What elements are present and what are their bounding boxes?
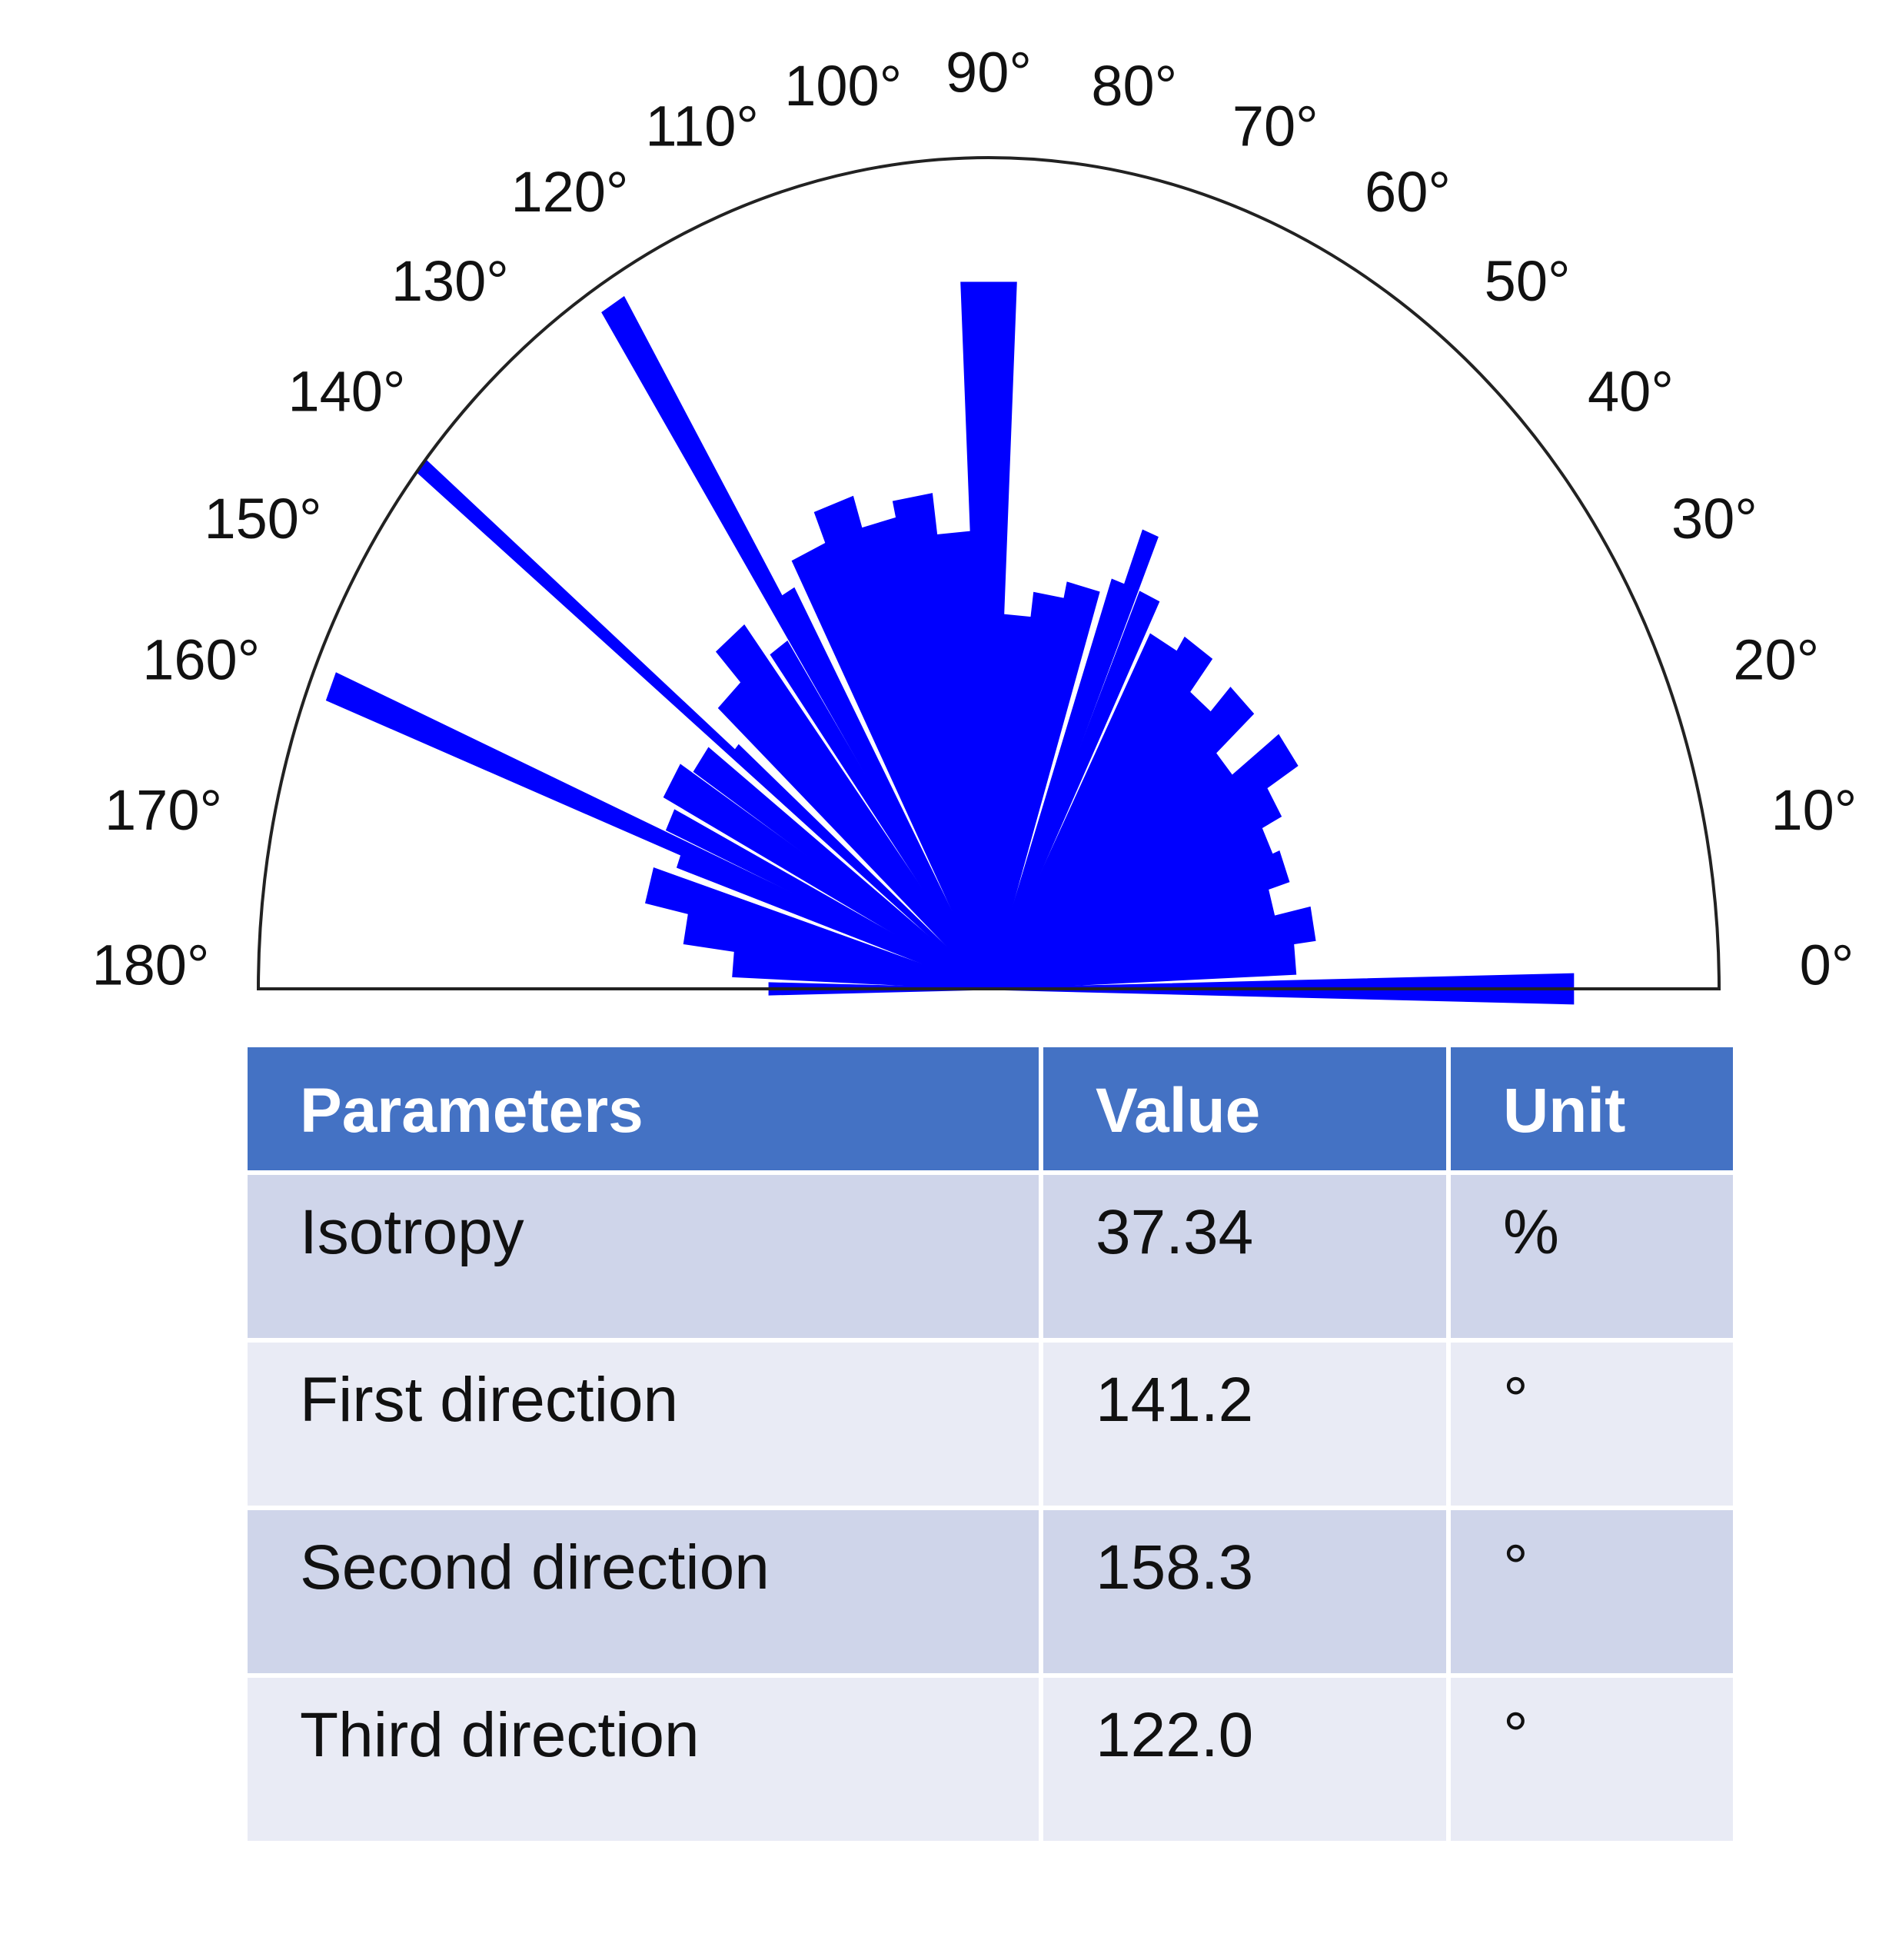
header-row: Parameters Value Unit bbox=[243, 1043, 1738, 1175]
rose-bar bbox=[717, 681, 990, 990]
table-cell: 122.0 bbox=[1039, 1673, 1451, 1845]
table-cell: First direction bbox=[243, 1338, 1043, 1510]
table-cell: Third direction bbox=[243, 1673, 1043, 1845]
angle-tick-label: 140° bbox=[288, 359, 405, 423]
chart: 0° 10° 20° 30° 40° 50° 60° 70° 80° 90° 100° 110° 120… bbox=[91, 41, 1857, 1005]
angle-tick-label: 90° bbox=[946, 41, 1032, 105]
table-cell: 141.2 bbox=[1039, 1338, 1451, 1510]
angle-tick-label: 40° bbox=[1588, 359, 1674, 423]
rose-bar bbox=[693, 747, 989, 990]
angle-tick-label: 80° bbox=[1091, 54, 1177, 118]
rose-bar bbox=[676, 853, 989, 990]
angle-tick-label: 160° bbox=[142, 627, 260, 691]
angle-tick-label: 0° bbox=[1800, 933, 1854, 997]
rose-bar bbox=[770, 641, 990, 990]
table-cell: % bbox=[1446, 1170, 1738, 1343]
angle-tick-label: 100° bbox=[784, 54, 902, 118]
rose-bar bbox=[601, 295, 990, 990]
rose-bar bbox=[987, 578, 1126, 990]
angle-tick-label: 130° bbox=[391, 249, 509, 313]
table-cell: Second direction bbox=[243, 1506, 1043, 1678]
table-row: Third direction 122.0 ° bbox=[243, 1673, 1738, 1845]
angle-tick-label: 170° bbox=[105, 778, 222, 842]
table-cell: ° bbox=[1446, 1506, 1738, 1678]
parameter-table: Parameters Value Unit Isotropy 37.34% Firs… bbox=[243, 1043, 1738, 1845]
header-cell: Unit bbox=[1446, 1043, 1738, 1175]
rose-bar bbox=[732, 949, 989, 990]
angle-tick-label: 150° bbox=[205, 487, 322, 551]
table-cell: 158.3 bbox=[1039, 1506, 1451, 1678]
angle-tick-label: 50° bbox=[1485, 249, 1571, 313]
rose-bar bbox=[663, 764, 989, 990]
rose-bar bbox=[325, 672, 989, 990]
angle-tick-label: 70° bbox=[1232, 95, 1319, 158]
rose-bar bbox=[665, 809, 989, 990]
angle-tick-label: 60° bbox=[1365, 160, 1451, 224]
rose-bar bbox=[987, 633, 1179, 990]
table-row: Second direction 158.3 ° bbox=[243, 1506, 1738, 1678]
header-cell: Parameters bbox=[243, 1043, 1043, 1175]
angle-tick-label: 110° bbox=[645, 95, 759, 158]
table-cell: ° bbox=[1446, 1338, 1738, 1510]
angle-tick-label: 10° bbox=[1771, 778, 1857, 842]
table-row: First direction 141.2 ° bbox=[243, 1338, 1738, 1510]
table-row: Isotropy 37.34% bbox=[243, 1170, 1738, 1343]
marks bbox=[325, 281, 1575, 1005]
header-cell: Value bbox=[1039, 1043, 1451, 1175]
table-cell: ° bbox=[1446, 1673, 1738, 1845]
angle-tick-label: 120° bbox=[510, 160, 628, 224]
polar-frame bbox=[256, 156, 1721, 990]
rose-bar bbox=[791, 541, 990, 990]
angle-tick-label: 180° bbox=[91, 933, 209, 997]
angle-tick-label: 20° bbox=[1733, 627, 1819, 691]
rose-bar bbox=[987, 591, 1160, 990]
angle-tick-label: 30° bbox=[1671, 487, 1758, 551]
table-cell: 37.34 bbox=[1039, 1170, 1451, 1343]
table-cell: Isotropy bbox=[243, 1170, 1043, 1343]
